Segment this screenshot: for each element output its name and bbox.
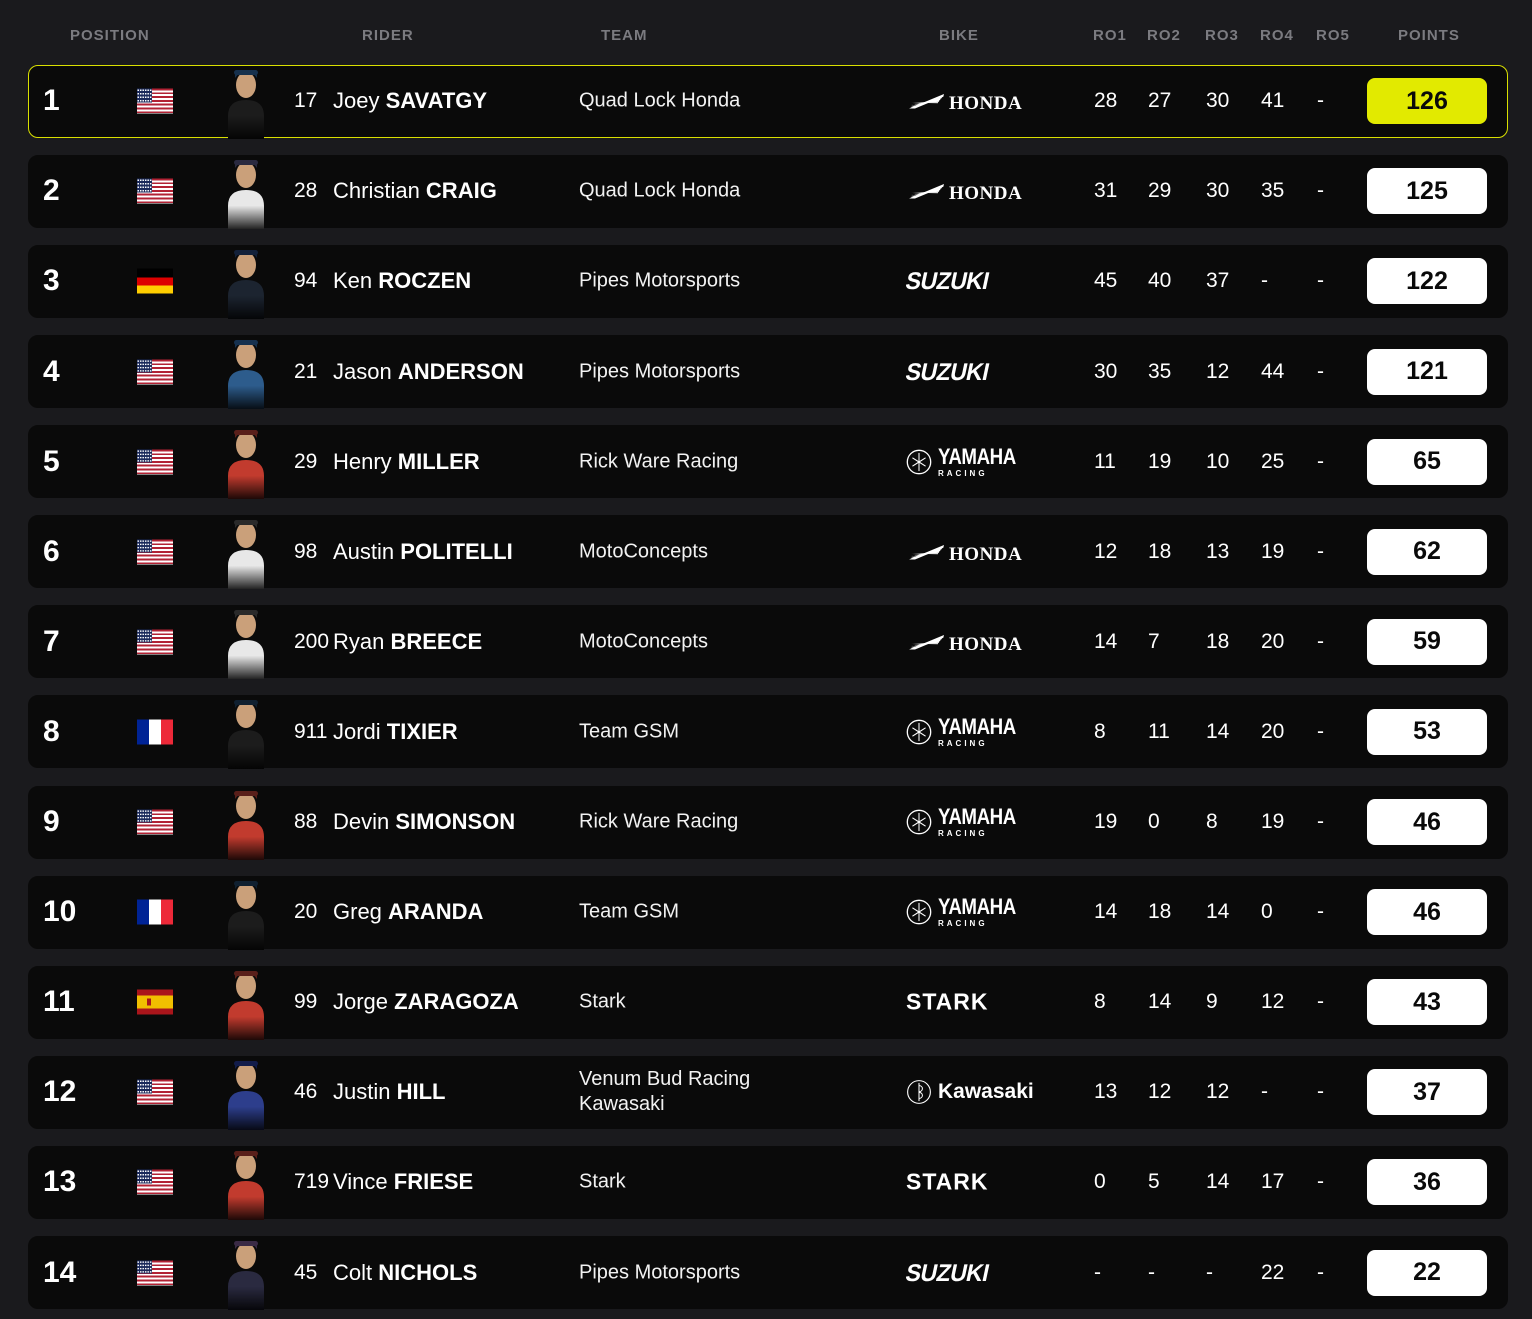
svg-text:HONDA: HONDA [949, 544, 1022, 565]
svg-text:HONDA: HONDA [949, 634, 1022, 655]
svg-text:HONDA: HONDA [949, 93, 1022, 114]
svg-text:HONDA: HONDA [949, 183, 1022, 204]
